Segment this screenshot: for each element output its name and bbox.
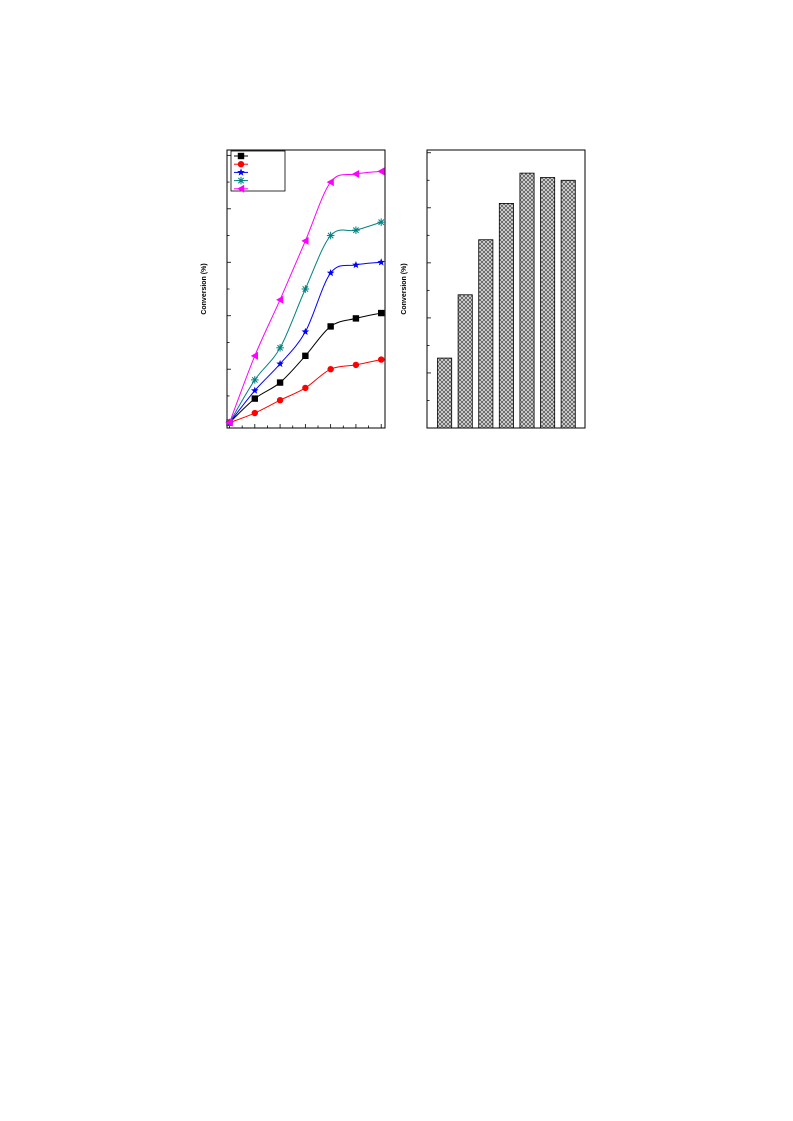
legend-entries	[234, 152, 248, 193]
series-3-point	[326, 268, 335, 277]
series-2-point	[251, 409, 259, 417]
bars-group	[437, 172, 576, 429]
bar-1	[437, 357, 453, 429]
line-y-ticks	[227, 154, 231, 424]
bar-7	[560, 179, 576, 429]
bar-4	[498, 202, 514, 429]
series-5-point	[351, 170, 360, 179]
series-line-4	[229, 221, 382, 423]
legend	[230, 150, 286, 193]
legend-marker-4	[237, 176, 245, 185]
bar-3	[478, 239, 494, 429]
line-y-axis-label: Conversion (%)	[201, 263, 208, 314]
series-3-point	[377, 258, 386, 266]
series-1-point	[251, 395, 259, 402]
bar-y-ticks	[427, 152, 431, 429]
series-1-point	[378, 309, 385, 317]
series-5-point	[225, 418, 233, 427]
series-5-point	[276, 295, 284, 304]
bar-y-axis-label: Conversion (%)	[401, 263, 408, 314]
series-5-point	[326, 178, 334, 187]
series-5-point	[301, 236, 309, 245]
bar-5	[519, 172, 535, 429]
bar-2	[457, 294, 473, 429]
series-3-point	[352, 260, 360, 269]
series-3-point	[276, 359, 284, 368]
legend-marker-3	[237, 168, 245, 176]
series-4-point	[352, 226, 360, 234]
series-2-point	[327, 365, 334, 373]
legend-marker-2	[237, 161, 245, 168]
series-1-point	[302, 352, 309, 360]
bar-6	[540, 177, 556, 429]
bar-chart: Conversion (%)	[401, 149, 586, 429]
series-2-point	[276, 397, 284, 404]
line-chart: Conversion (%)	[201, 149, 386, 429]
series-5-point	[377, 167, 385, 176]
line-x-ticks	[229, 424, 382, 428]
series-4-point	[377, 218, 386, 226]
series-3-point	[301, 327, 310, 336]
series-3-point	[251, 386, 259, 394]
series-4-point	[251, 376, 259, 384]
series-4-point	[326, 231, 335, 240]
series-4-point	[276, 344, 284, 352]
series-2-point	[352, 361, 360, 369]
line-series-group	[225, 167, 386, 427]
series-1-point	[352, 315, 360, 322]
series-5-point	[250, 351, 259, 360]
series-2-point	[302, 384, 309, 392]
series-1-point	[276, 379, 284, 386]
legend-marker-5	[237, 184, 245, 193]
series-1-point	[327, 323, 334, 330]
series-4-point	[301, 285, 310, 293]
series-2-point	[378, 356, 385, 363]
legend-marker-1	[237, 152, 245, 160]
